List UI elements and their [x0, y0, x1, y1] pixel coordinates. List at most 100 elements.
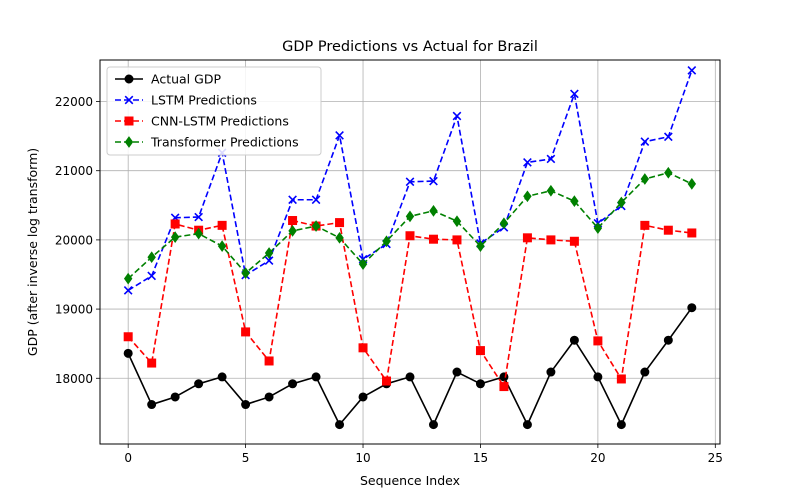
- data-point-transformer-predictions: [288, 225, 297, 237]
- data-point-actual-gdp: [194, 379, 204, 389]
- plot-frame: [99, 59, 721, 445]
- data-point-transformer-predictions: [194, 227, 203, 240]
- data-point-transformer-predictions: [311, 220, 321, 232]
- data-point-cnn-lstm-predictions: [358, 343, 368, 353]
- data-point-lstm-predictions: [429, 176, 438, 186]
- legend-entry-cnn-lstm-predictions: CNN-LSTM Predictions: [115, 114, 289, 129]
- data-point-cnn-lstm-predictions: [405, 231, 415, 241]
- data-point-cnn-lstm-predictions: [569, 236, 579, 246]
- data-point-actual-gdp: [170, 392, 180, 402]
- x-tick-label: 0: [124, 451, 132, 465]
- data-point-transformer-predictions: [687, 177, 697, 190]
- data-point-lstm-predictions: [663, 132, 673, 142]
- data-point-cnn-lstm-predictions: [382, 376, 392, 386]
- series-cnn-lstm-predictions: [123, 216, 697, 392]
- data-point-lstm-predictions: [194, 212, 204, 222]
- y-tick-label: 19000: [55, 303, 93, 317]
- data-point-cnn-lstm-predictions: [522, 233, 532, 243]
- data-point-actual-gdp: [288, 379, 298, 389]
- data-point-lstm-predictions: [311, 195, 321, 205]
- data-point-cnn-lstm-predictions: [288, 216, 298, 226]
- data-point-actual-gdp: [311, 372, 321, 382]
- data-point-transformer-predictions: [405, 210, 415, 223]
- data-point-transformer-predictions: [570, 195, 579, 208]
- data-point-lstm-predictions: [264, 256, 274, 266]
- x-tick-label: 15: [473, 451, 488, 465]
- data-point-transformer-predictions: [523, 190, 532, 203]
- chart-title: GDP Predictions vs Actual for Brazil: [282, 39, 538, 55]
- data-point-transformer-predictions: [593, 222, 603, 234]
- x-tick-label: 5: [242, 451, 250, 465]
- data-point-actual-gdp: [123, 348, 133, 358]
- data-point-cnn-lstm-predictions: [335, 218, 345, 228]
- data-point-cnn-lstm-predictions: [475, 346, 485, 356]
- x-tick-label: 20: [590, 451, 605, 465]
- data-point-transformer-predictions: [664, 166, 673, 179]
- y-tick-label: 20000: [55, 233, 93, 247]
- data-point-lstm-predictions: [570, 89, 579, 99]
- grid: [100, 60, 720, 444]
- data-point-actual-gdp: [569, 335, 579, 345]
- data-point-transformer-predictions: [358, 258, 368, 270]
- data-point-cnn-lstm-predictions: [147, 358, 157, 368]
- data-point-actual-gdp: [593, 372, 603, 382]
- data-point-actual-gdp: [405, 372, 415, 382]
- data-point-cnn-lstm-predictions: [170, 219, 180, 229]
- data-point-cnn-lstm-predictions: [616, 374, 626, 384]
- data-point-transformer-predictions: [429, 204, 438, 217]
- data-point-lstm-predictions: [523, 158, 532, 167]
- data-point-actual-gdp: [358, 392, 368, 402]
- data-point-transformer-predictions: [217, 240, 227, 252]
- legend-label: LSTM Predictions: [151, 93, 257, 108]
- data-point-transformer-predictions: [452, 215, 462, 228]
- data-point-lstm-predictions: [123, 286, 133, 295]
- legend-entry-transformer-predictions: Transformer Predictions: [115, 135, 299, 150]
- series-transformer-predictions: [123, 166, 697, 285]
- y-tick-label: 22000: [55, 95, 93, 109]
- data-point-actual-gdp: [264, 392, 274, 402]
- x-tick-label: 25: [708, 451, 723, 465]
- legend-marker: [124, 74, 134, 84]
- series-actual-gdp: [123, 303, 697, 430]
- data-point-lstm-predictions: [335, 131, 344, 140]
- data-point-transformer-predictions: [476, 240, 485, 252]
- data-point-cnn-lstm-predictions: [663, 225, 673, 235]
- legend-label: Actual GDP: [151, 72, 221, 87]
- y-tick-label: 18000: [55, 372, 93, 386]
- data-point-cnn-lstm-predictions: [123, 332, 133, 342]
- data-point-cnn-lstm-predictions: [546, 235, 556, 245]
- data-point-cnn-lstm-predictions: [687, 228, 697, 238]
- axis-ticks: 0 5 10 15 20 25 18000 19000 20000 21000 22000: [55, 95, 723, 465]
- legend: Actual GDP LSTM Predictions CNN-LSTM Predi…: [106, 66, 322, 156]
- data-point-lstm-predictions: [288, 195, 297, 205]
- data-point-actual-gdp: [217, 372, 227, 382]
- data-point-lstm-predictions: [546, 154, 556, 164]
- data-point-actual-gdp: [241, 400, 251, 410]
- legend-marker: [124, 136, 134, 148]
- data-point-actual-gdp: [640, 367, 650, 377]
- data-point-transformer-predictions: [264, 247, 274, 259]
- data-point-actual-gdp: [522, 420, 532, 430]
- legend-marker: [124, 95, 134, 105]
- legend-label: CNN-LSTM Predictions: [151, 114, 289, 129]
- data-point-transformer-predictions: [640, 173, 650, 185]
- data-point-actual-gdp: [663, 335, 673, 345]
- data-point-actual-gdp: [452, 367, 462, 377]
- legend-entry-lstm-predictions: LSTM Predictions: [115, 93, 257, 108]
- data-point-actual-gdp: [428, 420, 438, 430]
- legend-label: Transformer Predictions: [150, 135, 299, 150]
- data-point-transformer-predictions: [170, 231, 180, 243]
- data-point-transformer-predictions: [335, 231, 344, 244]
- x-tick-label: 10: [355, 451, 370, 465]
- data-point-transformer-predictions: [617, 196, 626, 209]
- data-point-lstm-predictions: [452, 111, 462, 121]
- legend-box: [106, 66, 322, 156]
- data-point-transformer-predictions: [382, 235, 391, 248]
- data-point-transformer-predictions: [147, 251, 156, 264]
- data-point-cnn-lstm-predictions: [452, 235, 462, 245]
- data-point-cnn-lstm-predictions: [428, 234, 438, 244]
- data-point-transformer-predictions: [546, 184, 556, 197]
- data-point-actual-gdp: [147, 400, 157, 410]
- data-point-lstm-predictions: [147, 271, 157, 281]
